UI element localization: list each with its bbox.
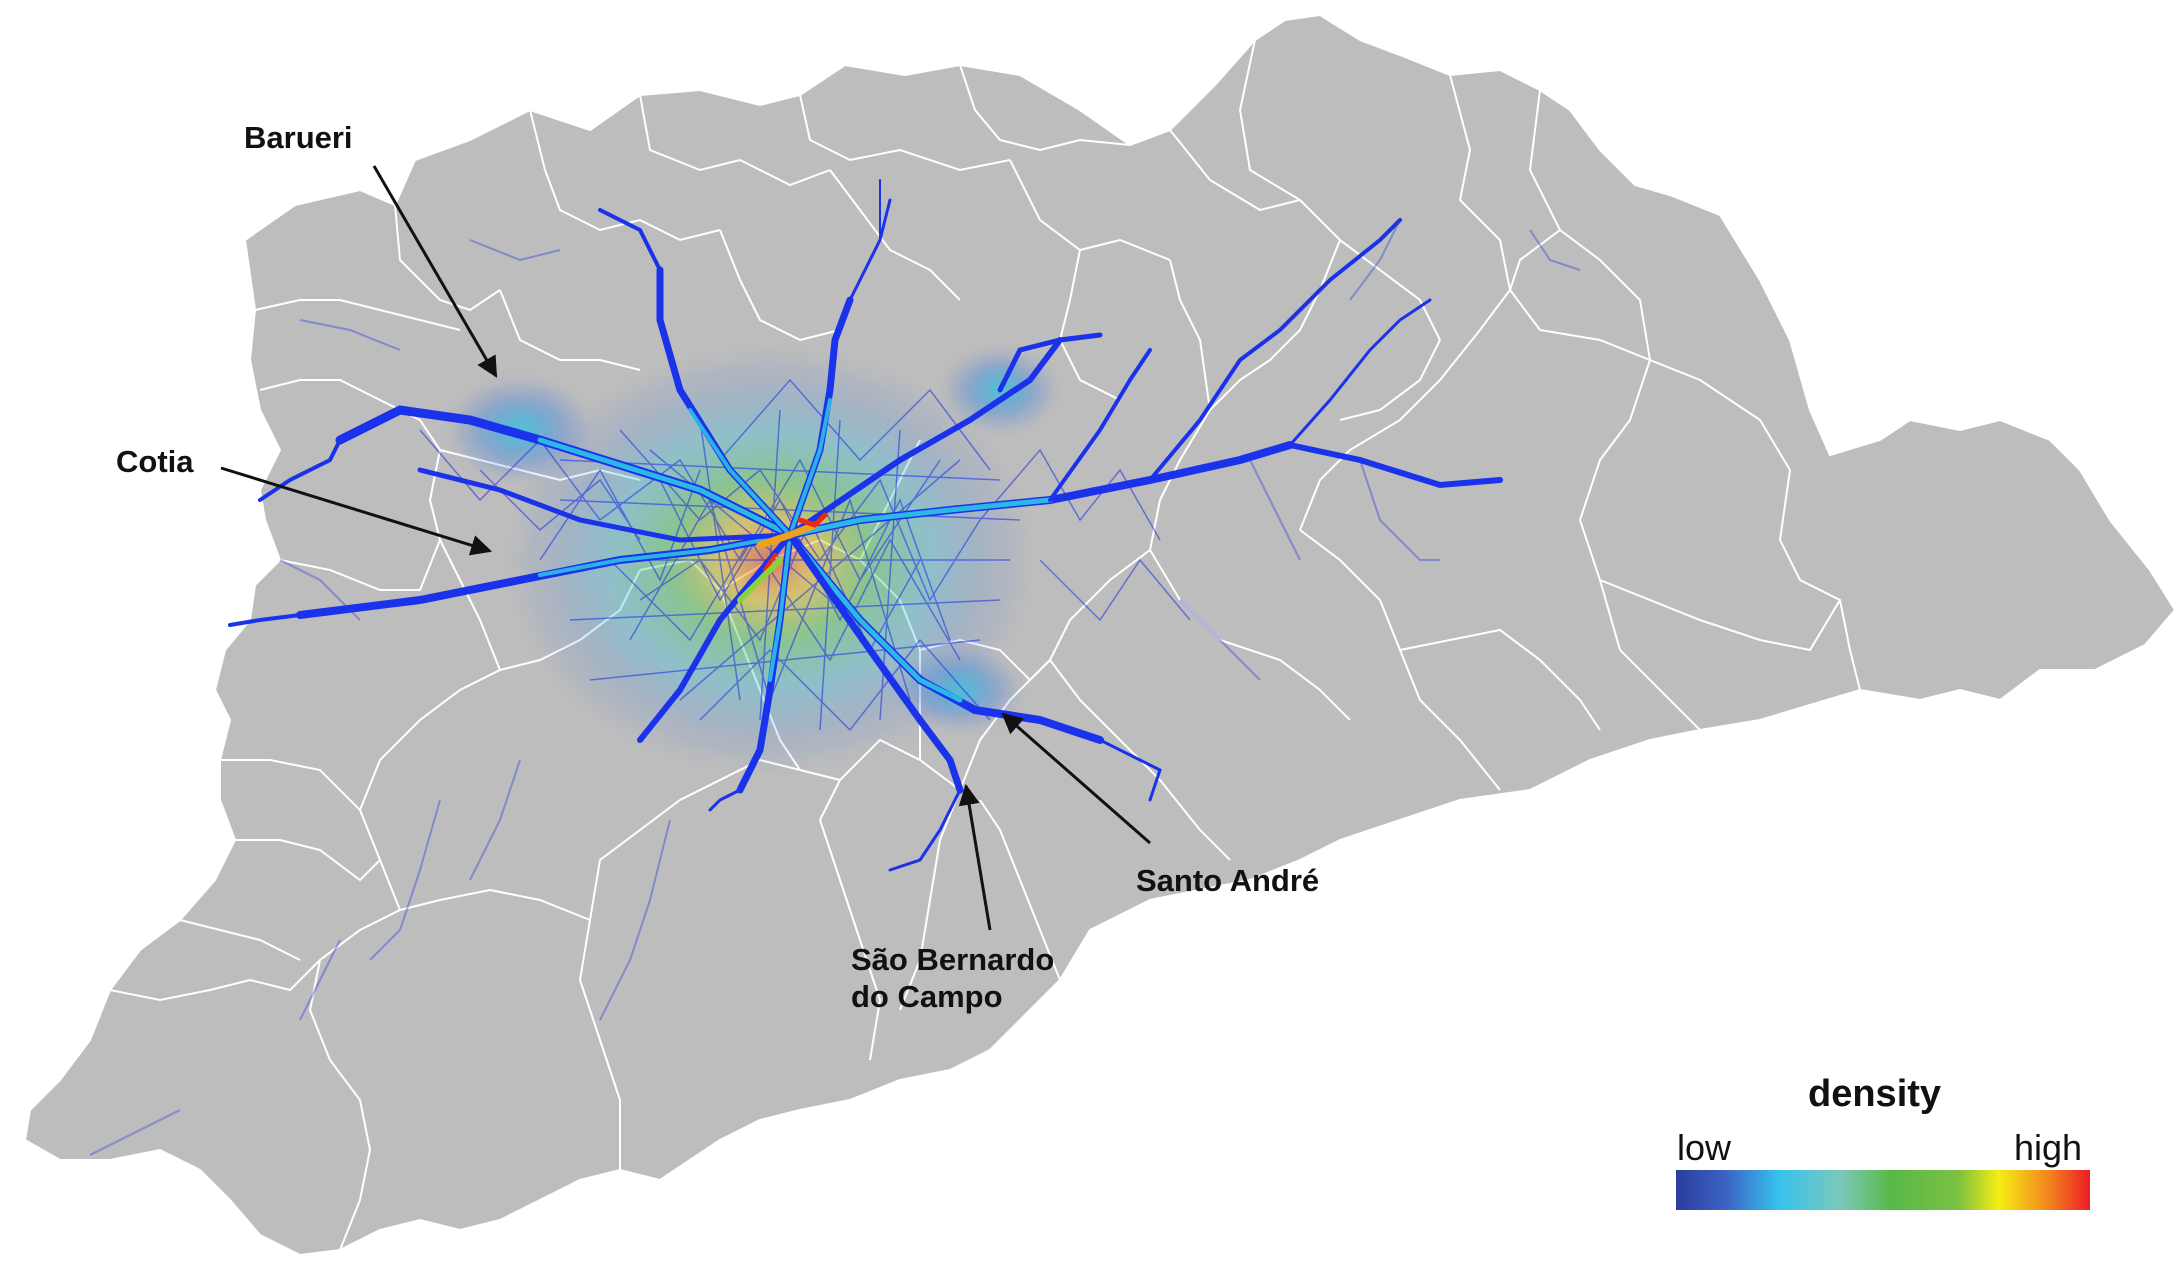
label-sao-bernardo-line1: São Bernardo xyxy=(851,942,1055,977)
label-cotia: Cotia xyxy=(116,444,194,479)
legend-low-label: low xyxy=(1677,1127,1732,1168)
density-hotspot xyxy=(737,512,828,603)
santo-andre-arrow xyxy=(1001,712,1151,845)
sao-bernardo-arrow xyxy=(958,783,992,931)
cotia-arrow xyxy=(220,466,493,556)
label-barueri: Barueri xyxy=(244,120,353,155)
label-santo-andre: Santo André xyxy=(1136,863,1320,898)
legend-color-bar xyxy=(1676,1170,2090,1210)
flow-corridors xyxy=(228,179,1503,872)
flow-faint-trails xyxy=(89,219,1581,1156)
metro-region-shape xyxy=(23,13,2177,1257)
label-sao-bernardo-line2: do Campo xyxy=(851,979,1003,1014)
legend-title: density xyxy=(1808,1073,1942,1115)
barueri-arrow xyxy=(372,165,498,378)
legend-high-label: high xyxy=(2014,1127,2083,1168)
annotation-arrows xyxy=(220,165,1151,931)
